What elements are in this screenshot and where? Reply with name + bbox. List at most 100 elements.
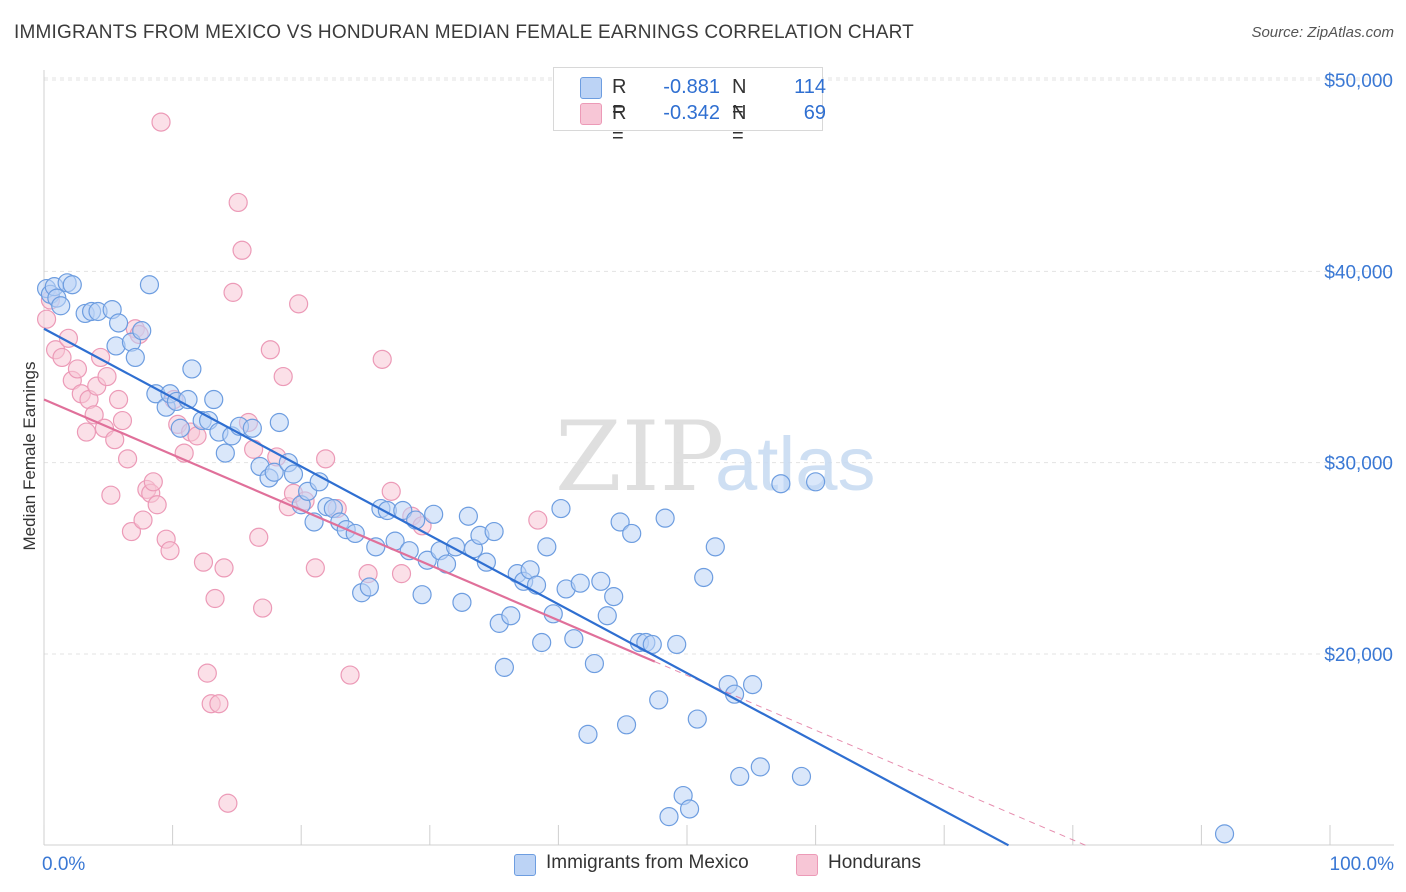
data-point-mexico	[537, 537, 557, 557]
data-point-hondurans	[214, 558, 234, 578]
data-point-mexico	[51, 296, 71, 316]
legend-label: Immigrants from Mexico	[546, 852, 749, 873]
data-point-mexico	[616, 715, 637, 735]
data-point-hondurans	[193, 552, 214, 572]
data-point-mexico	[742, 675, 763, 695]
data-point-mexico	[584, 653, 605, 674]
legend-swatch-pink	[796, 854, 818, 876]
data-point-hondurans	[76, 422, 97, 442]
data-point-mexico	[687, 709, 707, 729]
chart-title: IMMIGRANTS FROM MEXICO VS HONDURAN MEDIA…	[14, 22, 914, 43]
data-point-mexico	[269, 412, 289, 433]
data-point-hondurans	[228, 192, 248, 213]
y-tick-label: $50,000	[1324, 71, 1393, 92]
watermark-zip: ZIP	[555, 401, 724, 513]
data-point-mexico	[132, 321, 152, 341]
data-point-hondurans	[160, 541, 180, 561]
data-point-hondurans	[273, 366, 293, 387]
y-tick-label: $40,000	[1324, 262, 1393, 283]
data-point-mexico	[283, 464, 304, 484]
data-point-hondurans	[391, 564, 412, 584]
y-axis-label: Median Female Earnings	[20, 361, 39, 551]
y-tick-label: $30,000	[1324, 454, 1393, 475]
legend-label: Hondurans	[828, 852, 921, 873]
data-point-hondurans	[52, 347, 72, 368]
data-point-mexico	[659, 807, 679, 827]
n-label: N =	[732, 102, 747, 147]
data-point-mexico	[1214, 824, 1235, 844]
data-point-hondurans	[36, 309, 57, 329]
data-point-mexico	[359, 577, 379, 597]
data-point-mexico	[667, 634, 687, 655]
data-point-mexico	[484, 521, 504, 542]
data-point-mexico	[264, 462, 284, 482]
data-point-mexico	[649, 690, 669, 710]
data-point-hondurans	[381, 481, 401, 501]
data-point-hondurans	[133, 510, 153, 530]
data-point-hondurans	[121, 521, 142, 542]
data-point-hondurans	[249, 527, 269, 547]
data-point-hondurans	[197, 663, 217, 683]
data-point-mexico	[125, 347, 145, 368]
data-point-mexico	[679, 799, 700, 819]
data-point-mexico	[805, 472, 826, 492]
watermark: ZIP atlas	[555, 401, 876, 513]
data-point-hondurans	[260, 340, 280, 360]
data-point-mexico	[476, 552, 496, 572]
gridlines	[44, 77, 1394, 655]
data-point-hondurans	[143, 472, 163, 492]
data-point-mexico	[182, 359, 202, 379]
data-point-mexico	[604, 586, 624, 607]
n-value: 114	[794, 76, 826, 98]
data-point-hondurans	[372, 349, 392, 369]
data-point-hondurans	[528, 510, 548, 530]
watermark-atlas: atlas	[715, 422, 876, 507]
trend-line-mexico	[43, 327, 1010, 847]
series-legend: Immigrants from Mexico Hondurans	[0, 852, 1406, 878]
data-point-mexico	[366, 537, 386, 557]
r-label: R =	[612, 102, 627, 147]
data-point-hondurans	[232, 240, 252, 260]
data-point-hondurans	[223, 282, 243, 302]
data-point-mexico	[791, 766, 812, 787]
data-point-mexico	[501, 606, 521, 626]
data-point-mexico	[139, 275, 160, 295]
r-value: -0.881	[663, 76, 720, 98]
data-point-mexico	[494, 657, 514, 677]
data-point-mexico	[532, 632, 552, 653]
data-point-mexico	[424, 504, 444, 524]
data-point-hondurans	[289, 294, 309, 314]
data-point-hondurans	[151, 112, 171, 132]
data-point-mexico	[62, 275, 82, 295]
data-point-hondurans	[90, 347, 111, 368]
data-point-mexico	[406, 510, 426, 530]
x-tick-label: 0.0%	[42, 854, 85, 875]
data-point-mexico	[750, 757, 770, 777]
data-point-hondurans	[97, 366, 117, 387]
data-point-hondurans	[108, 389, 129, 410]
trend-lines	[43, 327, 1086, 847]
axes	[43, 70, 1394, 846]
data-point-mexico	[597, 606, 617, 626]
data-point-hondurans	[58, 328, 79, 348]
data-point-hondurans	[340, 665, 360, 685]
data-point-mexico	[108, 313, 129, 333]
data-point-mexico	[452, 592, 472, 612]
data-point-mexico	[591, 571, 611, 591]
legend-swatch-pink	[580, 103, 602, 125]
y-tick-label: $20,000	[1324, 645, 1393, 666]
data-point-hondurans	[253, 598, 273, 618]
legend-swatch-blue	[514, 854, 536, 876]
data-point-mexico	[204, 389, 224, 410]
n-label: N =	[732, 76, 747, 121]
data-point-mexico	[655, 508, 675, 528]
n-value: 69	[803, 102, 826, 124]
data-point-mexico	[730, 766, 750, 787]
data-point-hondurans	[205, 588, 225, 609]
data-point-mexico	[215, 443, 235, 463]
data-point-mexico	[564, 629, 584, 649]
data-point-mexico	[578, 724, 598, 744]
data-point-mexico	[393, 500, 413, 521]
tick-labels: $20,000 $30,000 $40,000 $50,000 0.0% 100.0%	[42, 71, 1394, 875]
